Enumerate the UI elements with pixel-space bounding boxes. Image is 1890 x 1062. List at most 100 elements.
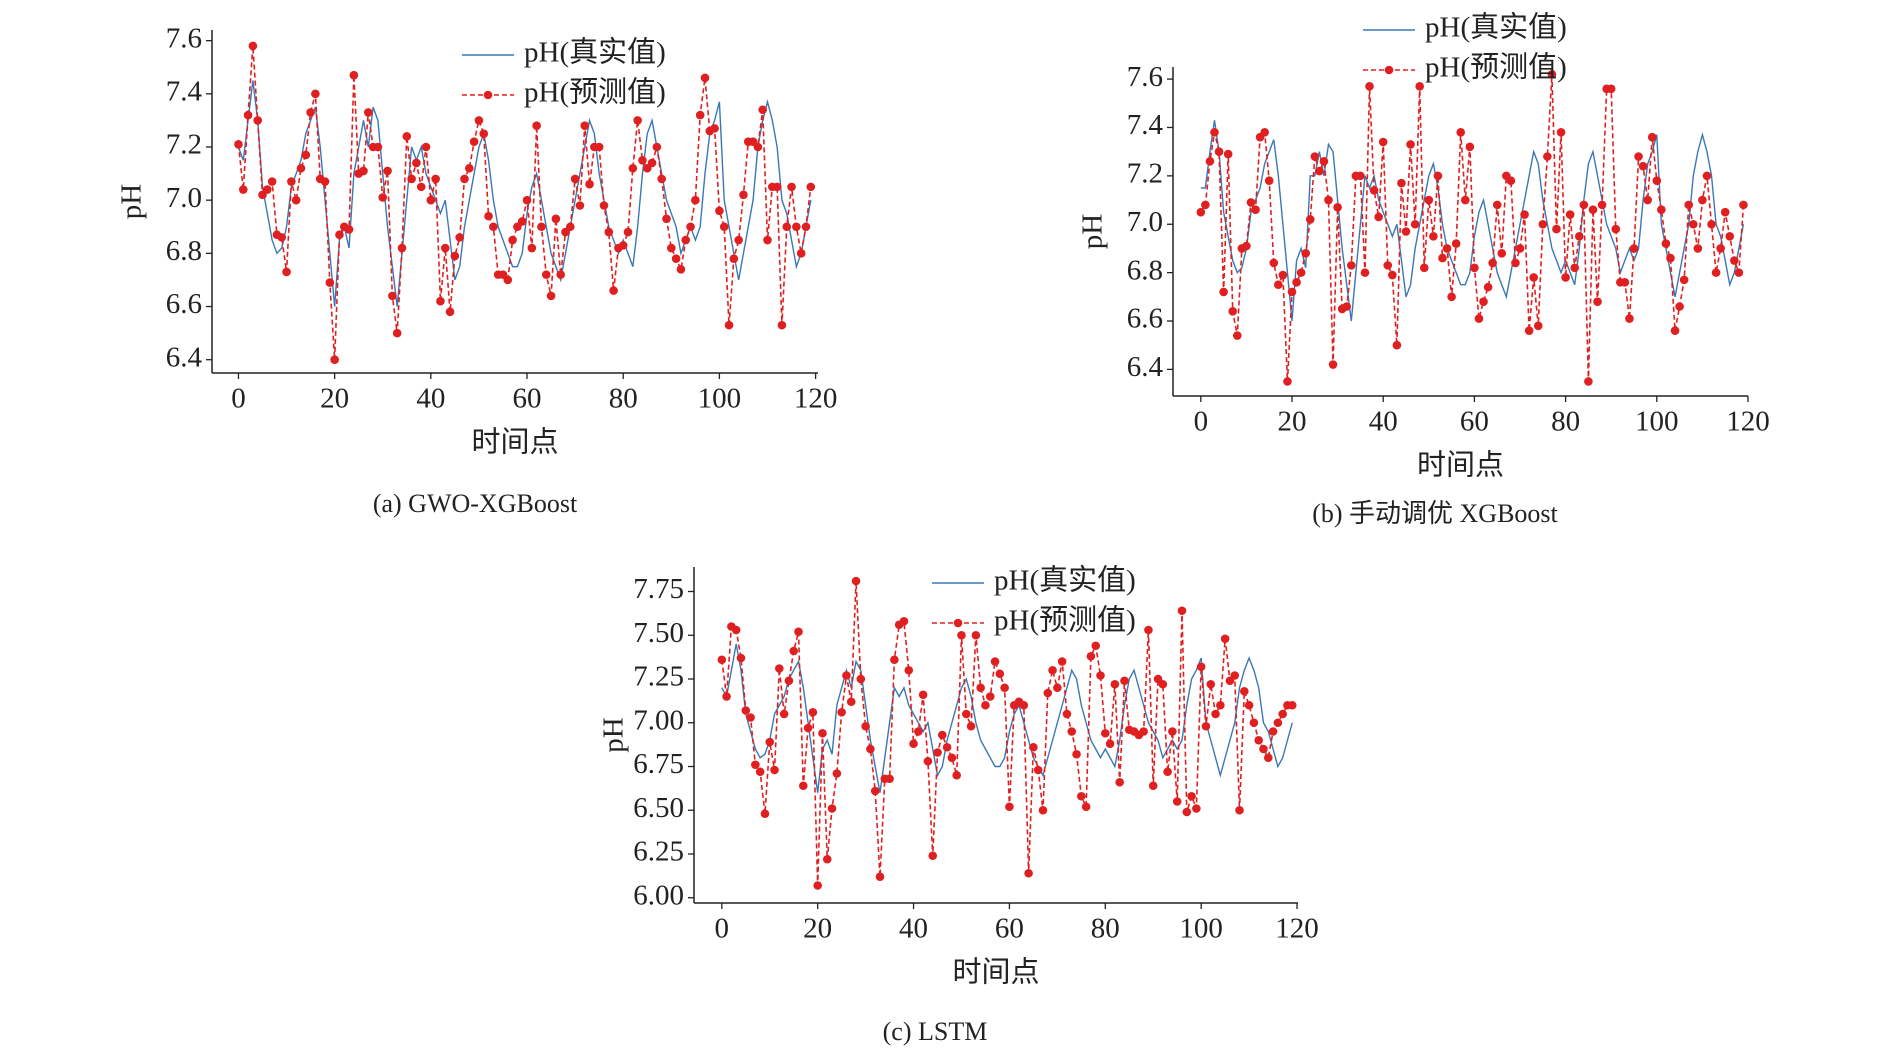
data-point (763, 235, 772, 245)
data-point (1148, 781, 1158, 791)
data-point (1356, 171, 1365, 181)
data-point (1305, 215, 1315, 224)
data-point (818, 728, 827, 738)
data-point (291, 195, 301, 205)
data-point (455, 233, 464, 242)
y-tick-label: 6.50 (633, 792, 684, 824)
data-point (1620, 278, 1630, 287)
y-tick-label: 7.50 (633, 617, 684, 649)
x-tick-label: 100 (698, 383, 742, 415)
data-point (1734, 268, 1744, 277)
data-point (311, 89, 320, 99)
data-point (990, 657, 1000, 666)
data-point (1024, 868, 1033, 878)
data-point (1702, 171, 1712, 181)
data-point (1424, 195, 1434, 205)
data-point (1301, 248, 1310, 258)
data-point (928, 851, 938, 861)
data-point (938, 730, 947, 740)
y-tick-label: 7.4 (166, 75, 203, 107)
data-point (770, 765, 779, 775)
data-point (1524, 326, 1534, 335)
data-point (1177, 606, 1187, 616)
data-point (1588, 205, 1598, 215)
data-point (1086, 651, 1096, 661)
data-point (1283, 377, 1292, 386)
data-point (1232, 331, 1242, 340)
data-point (1187, 791, 1196, 801)
data-point (717, 655, 727, 665)
data-point (1278, 709, 1287, 719)
data-point (782, 222, 792, 232)
data-point (1254, 735, 1263, 745)
data-point (899, 616, 909, 626)
y-axis-label: pH (116, 184, 148, 220)
data-point (1401, 227, 1411, 236)
x-tick-label: 80 (1091, 913, 1120, 945)
data-point (1230, 671, 1240, 680)
data-point (1038, 805, 1048, 815)
data-point (792, 222, 801, 232)
data-point (1216, 700, 1225, 710)
data-point (1675, 302, 1684, 311)
data-point (1115, 777, 1124, 787)
data-point (267, 177, 277, 186)
data-point (1515, 244, 1525, 253)
data-point (1419, 263, 1429, 273)
data-point (772, 182, 782, 192)
data-point (1529, 273, 1538, 282)
caption: (b) 手动调优 XGBoost (1312, 499, 1558, 528)
x-tick-label: 20 (803, 913, 832, 945)
data-point (522, 195, 532, 205)
data-point (1172, 797, 1182, 806)
data-point (1269, 258, 1279, 268)
data-point (1470, 263, 1479, 273)
data-point (813, 881, 822, 890)
data-point (1287, 700, 1297, 710)
data-point (551, 214, 561, 224)
data-point (715, 206, 724, 216)
data-point (1296, 268, 1306, 277)
data-point (566, 222, 575, 232)
data-point (1292, 278, 1301, 287)
x-tick-label: 60 (1460, 406, 1489, 438)
data-point (1406, 140, 1415, 149)
data-point (465, 163, 474, 173)
x-tick-label: 40 (899, 913, 928, 945)
data-point (1570, 263, 1580, 273)
legend-marker (483, 90, 493, 100)
legend-marker (953, 618, 963, 628)
y-tick-label: 7.0 (1127, 206, 1163, 238)
chart: 6.4 6.6 6.8 7.0 7.2 7.4 7.6 0 20 40 60 80 100 120 时间点 p… (1077, 11, 1770, 528)
y-tick-label: 7.25 (633, 661, 684, 693)
data-point (1415, 82, 1424, 91)
data-point (1492, 200, 1502, 210)
data-point (1259, 744, 1268, 754)
data-point (1383, 261, 1393, 270)
data-point (392, 328, 402, 338)
data-point (1196, 207, 1206, 217)
data-point (1565, 210, 1575, 219)
x-tick-label: 0 (715, 913, 730, 945)
data-point (1638, 161, 1648, 171)
chart: 6.00 6.25 6.50 6.75 7.00 7.25 7.50 7.75 0 20 40 60 8… (598, 564, 1319, 1046)
data-point (1684, 200, 1694, 210)
chart: 6.4 6.6 6.8 7.0 7.2 7.4 7.6 0 20 40 60 80 100 120 时间点 p… (116, 22, 838, 518)
data-point (1278, 270, 1288, 280)
data-point (681, 235, 691, 245)
data-point (1474, 314, 1484, 323)
data-point (719, 222, 729, 232)
y-tick-label: 7.2 (166, 129, 202, 161)
data-point (1679, 275, 1689, 285)
data-point (407, 174, 416, 184)
data-point (1574, 232, 1584, 241)
data-point (686, 222, 695, 232)
data-point (1460, 195, 1470, 205)
y-tick-label: 6.8 (1127, 254, 1163, 286)
data-point (1429, 232, 1438, 241)
data-point (700, 73, 710, 83)
data-point (1043, 688, 1053, 698)
data-point (671, 254, 681, 263)
data-point (1244, 700, 1254, 710)
data-point (633, 116, 642, 125)
